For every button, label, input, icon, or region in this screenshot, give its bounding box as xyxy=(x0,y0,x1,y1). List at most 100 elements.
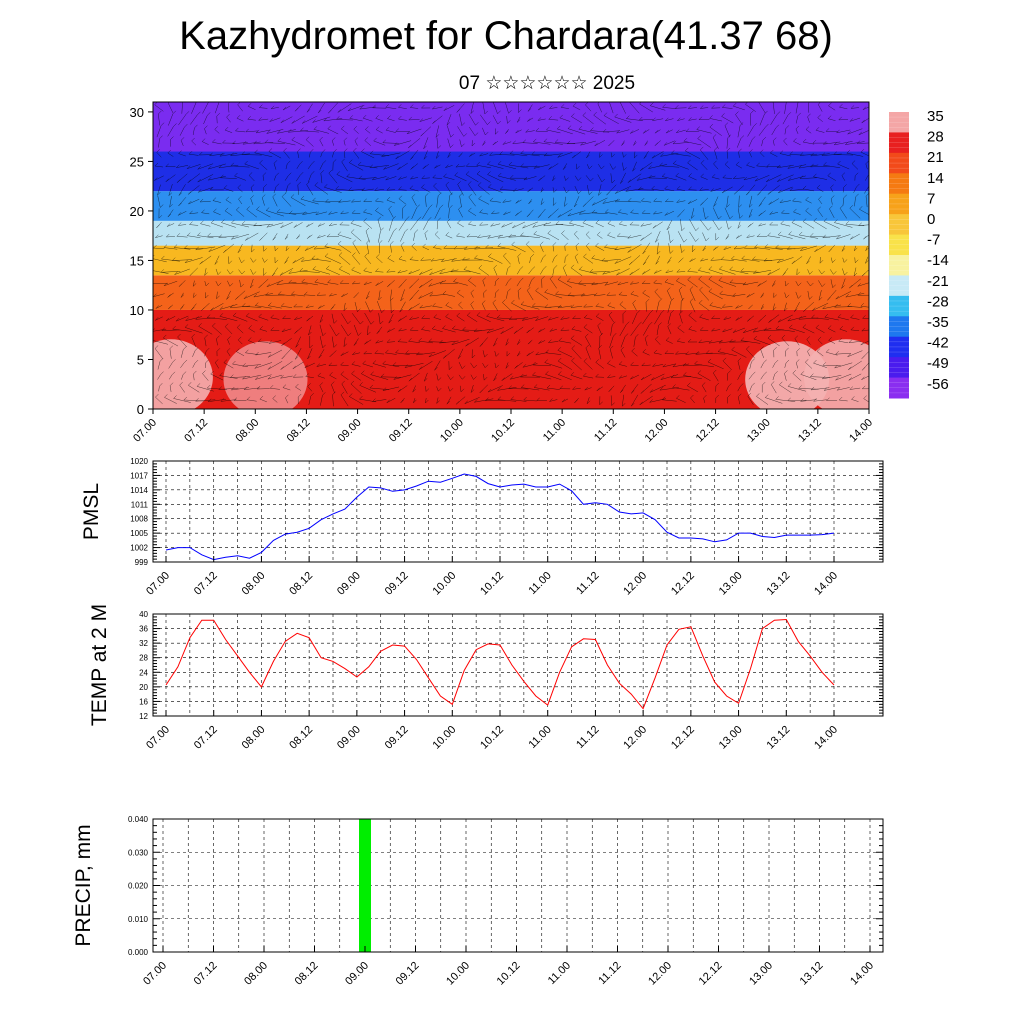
wind-barb xyxy=(780,220,784,225)
wind-barb xyxy=(204,125,208,129)
wind-barb xyxy=(159,358,164,362)
wind-barb xyxy=(418,295,422,299)
wind-barb xyxy=(471,142,476,147)
wind-barb xyxy=(774,359,779,364)
wind-vector xyxy=(295,386,302,391)
wind-vector xyxy=(476,164,491,169)
wind-barb xyxy=(275,172,280,177)
wind-barb xyxy=(169,382,174,386)
wind-barb xyxy=(172,257,176,261)
wind-vector xyxy=(572,105,581,111)
wind-barb xyxy=(164,394,168,398)
wind-vector xyxy=(736,138,742,148)
wind-vector xyxy=(253,142,274,145)
wind-barb xyxy=(806,336,810,340)
wind-barb xyxy=(398,115,402,120)
wind-barb xyxy=(294,316,298,320)
wind-vector xyxy=(467,315,478,322)
wind-vector xyxy=(423,372,428,382)
wind-barb xyxy=(256,206,260,210)
wind-barb xyxy=(282,384,287,388)
wind-barb xyxy=(272,395,276,399)
wind-barb xyxy=(456,109,460,113)
wind-barb xyxy=(653,349,658,354)
wind-vector xyxy=(514,362,523,369)
wind-barb xyxy=(418,366,423,370)
wind-vector xyxy=(336,174,353,183)
wind-vector xyxy=(563,267,567,277)
grid xyxy=(153,819,883,952)
wind-vector xyxy=(656,242,659,255)
wind-barb xyxy=(435,134,440,138)
wind-barb xyxy=(855,193,859,198)
temperature-layer xyxy=(153,151,869,192)
wind-barb xyxy=(357,308,361,312)
wind-barb xyxy=(738,393,742,397)
wind-vector xyxy=(851,163,859,170)
wind-barb xyxy=(331,381,335,385)
wind-barb xyxy=(538,106,542,111)
wind-vector xyxy=(395,150,410,160)
wind-barb xyxy=(531,151,535,155)
wind-vector xyxy=(662,363,677,368)
wind-vector xyxy=(428,341,447,343)
x-tick-label: 08.12 xyxy=(287,570,315,598)
wind-barb xyxy=(848,366,852,370)
wind-barb xyxy=(237,249,242,253)
wind-barb xyxy=(418,337,422,342)
wind-vector xyxy=(848,373,862,381)
wind-vector xyxy=(794,301,800,312)
wind-vector xyxy=(830,257,833,263)
wind-barb xyxy=(460,388,465,392)
wind-barb xyxy=(343,307,348,311)
wind-barb xyxy=(567,212,571,217)
wind-vector xyxy=(595,245,605,251)
wind-barb xyxy=(223,359,228,363)
wind-barb xyxy=(689,258,693,262)
wind-barb xyxy=(165,178,169,182)
wind-barb xyxy=(835,295,839,300)
wind-vector xyxy=(805,199,812,204)
wind-vector xyxy=(546,129,561,134)
wind-barb xyxy=(809,271,813,275)
wind-barb xyxy=(825,128,830,132)
wind-vector xyxy=(639,395,653,406)
wind-vector xyxy=(493,268,498,276)
wind-barb xyxy=(644,334,649,339)
wind-vector xyxy=(816,187,824,193)
wind-barb xyxy=(670,309,674,314)
y-tick-label: 0.010 xyxy=(128,915,149,924)
wind-vector xyxy=(317,235,326,239)
wind-barb xyxy=(369,384,374,389)
wind-barb xyxy=(341,380,345,385)
wind-barb xyxy=(275,247,279,252)
wind-barb xyxy=(242,303,246,307)
wind-barb xyxy=(173,123,177,127)
wind-vector xyxy=(153,328,167,332)
wind-vector xyxy=(823,141,841,145)
wind-vector xyxy=(665,340,673,344)
wind-vector xyxy=(571,328,582,332)
wind-vector xyxy=(352,352,361,355)
wind-barb xyxy=(340,352,344,356)
wind-barb xyxy=(601,165,605,170)
wind-barb xyxy=(615,198,619,203)
wind-barb xyxy=(465,171,470,175)
wind-vector xyxy=(839,208,847,219)
wind-barb xyxy=(177,333,181,338)
wind-vector xyxy=(381,376,401,378)
wind-vector xyxy=(464,397,480,404)
wind-barb xyxy=(787,112,792,116)
wind-vector xyxy=(351,200,362,203)
wind-barb xyxy=(236,348,240,352)
wind-barb xyxy=(659,162,663,166)
wind-vector xyxy=(463,269,481,275)
wind-barb xyxy=(270,105,275,109)
wind-vector xyxy=(370,374,389,380)
wind-vector xyxy=(698,278,710,289)
wind-vector xyxy=(494,280,497,287)
wind-vector xyxy=(369,165,390,168)
wind-vector xyxy=(561,107,569,109)
wind-vector xyxy=(232,363,248,368)
wind-vector xyxy=(582,115,594,125)
